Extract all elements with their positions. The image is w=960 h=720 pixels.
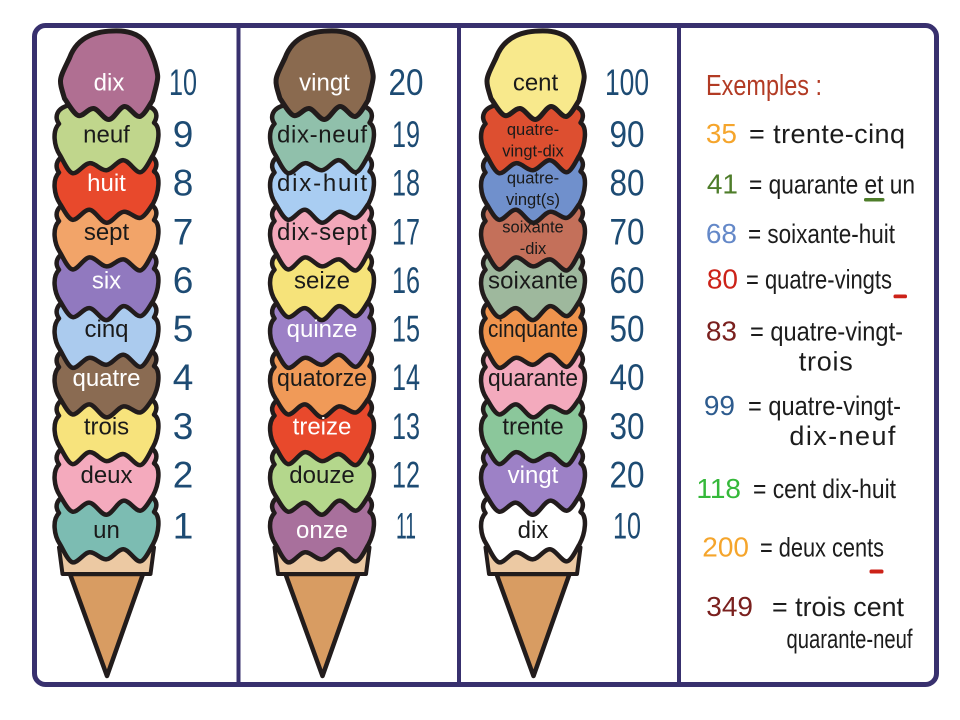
svg-text:40: 40	[610, 357, 645, 398]
svg-text:118: 118	[696, 473, 741, 504]
svg-text:60: 60	[610, 260, 645, 301]
svg-text:35: 35	[706, 118, 737, 149]
svg-text:200: 200	[702, 532, 749, 563]
svg-text:= quatre-vingts: = quatre-vingts	[746, 265, 892, 295]
svg-text:12: 12	[392, 455, 420, 496]
svg-text:4: 4	[173, 357, 194, 398]
svg-text:15: 15	[392, 309, 420, 350]
svg-text:80: 80	[707, 264, 738, 295]
svg-text:3: 3	[173, 406, 194, 447]
svg-text:41: 41	[707, 169, 738, 200]
svg-text:dix: dix	[518, 517, 549, 544]
svg-text:18: 18	[392, 163, 420, 204]
svg-text:80: 80	[610, 163, 645, 204]
svg-text:soixante: soixante	[488, 267, 578, 294]
svg-text:5: 5	[173, 309, 194, 350]
svg-text:quarante-neuf: quarante-neuf	[787, 624, 913, 654]
svg-text:8: 8	[173, 163, 194, 204]
svg-text:quatre-: quatre-	[507, 121, 559, 139]
svg-text:7: 7	[173, 211, 194, 252]
svg-text:dix-huit: dix-huit	[277, 170, 367, 197]
svg-text:10: 10	[613, 506, 641, 547]
svg-text:6: 6	[173, 260, 194, 301]
svg-text:20: 20	[610, 455, 645, 496]
svg-text:cent: cent	[513, 70, 559, 97]
svg-text:1: 1	[173, 506, 194, 547]
svg-text:= trois cent: = trois cent	[772, 592, 904, 622]
svg-text:9: 9	[173, 114, 194, 155]
svg-text:soixante: soixante	[502, 218, 563, 236]
svg-text:2: 2	[173, 455, 194, 496]
svg-text:20: 20	[389, 62, 424, 103]
svg-text:treize: treize	[293, 413, 352, 440]
svg-text:dix-neuf: dix-neuf	[277, 122, 367, 149]
svg-text:quatre-: quatre-	[507, 170, 559, 188]
svg-text:349: 349	[706, 591, 753, 622]
svg-text:dix-sept: dix-sept	[277, 219, 367, 246]
svg-text:70: 70	[610, 211, 645, 252]
svg-text:dix: dix	[94, 70, 125, 97]
svg-text:cinq: cinq	[84, 316, 128, 343]
svg-text:vingt(s): vingt(s)	[506, 191, 560, 209]
svg-text:11: 11	[396, 506, 416, 547]
svg-text:trois: trois	[799, 347, 853, 377]
svg-text:16: 16	[392, 260, 420, 301]
svg-text:= trente-cinq: = trente-cinq	[749, 119, 905, 149]
svg-text:30: 30	[610, 406, 645, 447]
svg-text:90: 90	[610, 114, 645, 155]
svg-text:six: six	[92, 267, 121, 294]
svg-text:= soixante-huit: = soixante-huit	[748, 219, 895, 249]
svg-text:= quatre-vingt-: = quatre-vingt-	[748, 391, 901, 421]
svg-text:14: 14	[392, 357, 420, 398]
svg-text:quatre: quatre	[72, 365, 140, 392]
svg-text:neuf: neuf	[83, 122, 130, 149]
svg-text:-dix: -dix	[520, 240, 547, 258]
svg-text:sept: sept	[84, 219, 130, 246]
svg-text:huit: huit	[87, 170, 126, 197]
svg-text:trois: trois	[84, 413, 129, 440]
svg-text:quarante: quarante	[488, 365, 578, 392]
svg-text:= cent dix-huit: = cent dix-huit	[753, 474, 896, 504]
svg-text:Exemples :: Exemples :	[706, 70, 822, 102]
svg-text:dix-neuf: dix-neuf	[789, 421, 895, 451]
svg-text:un: un	[93, 517, 120, 544]
svg-text:trente: trente	[502, 413, 563, 440]
svg-text:17: 17	[392, 211, 420, 252]
svg-text:13: 13	[392, 406, 420, 447]
svg-text:deux: deux	[80, 462, 132, 489]
svg-text:68: 68	[706, 218, 737, 249]
svg-text:quinze: quinze	[287, 316, 358, 343]
svg-text:douze: douze	[289, 462, 354, 489]
svg-text:vingt-dix: vingt-dix	[502, 143, 564, 161]
svg-text:quatorze: quatorze	[277, 365, 367, 392]
svg-text:99: 99	[704, 390, 735, 421]
svg-text:= quatre-vingt-: = quatre-vingt-	[750, 317, 903, 347]
svg-text:83: 83	[706, 316, 737, 347]
svg-text:= quarante et un: = quarante et un	[749, 170, 915, 200]
svg-text:vingt: vingt	[508, 462, 559, 489]
svg-text:10: 10	[169, 62, 197, 103]
svg-text:50: 50	[610, 309, 645, 350]
svg-text:seize: seize	[294, 267, 350, 294]
svg-text:onze: onze	[296, 517, 348, 544]
svg-text:vingt: vingt	[299, 70, 350, 97]
svg-text:cinquante: cinquante	[488, 316, 578, 343]
svg-text:100: 100	[605, 62, 649, 103]
svg-text:= deux cents: = deux cents	[760, 533, 884, 563]
svg-text:19: 19	[392, 114, 420, 155]
